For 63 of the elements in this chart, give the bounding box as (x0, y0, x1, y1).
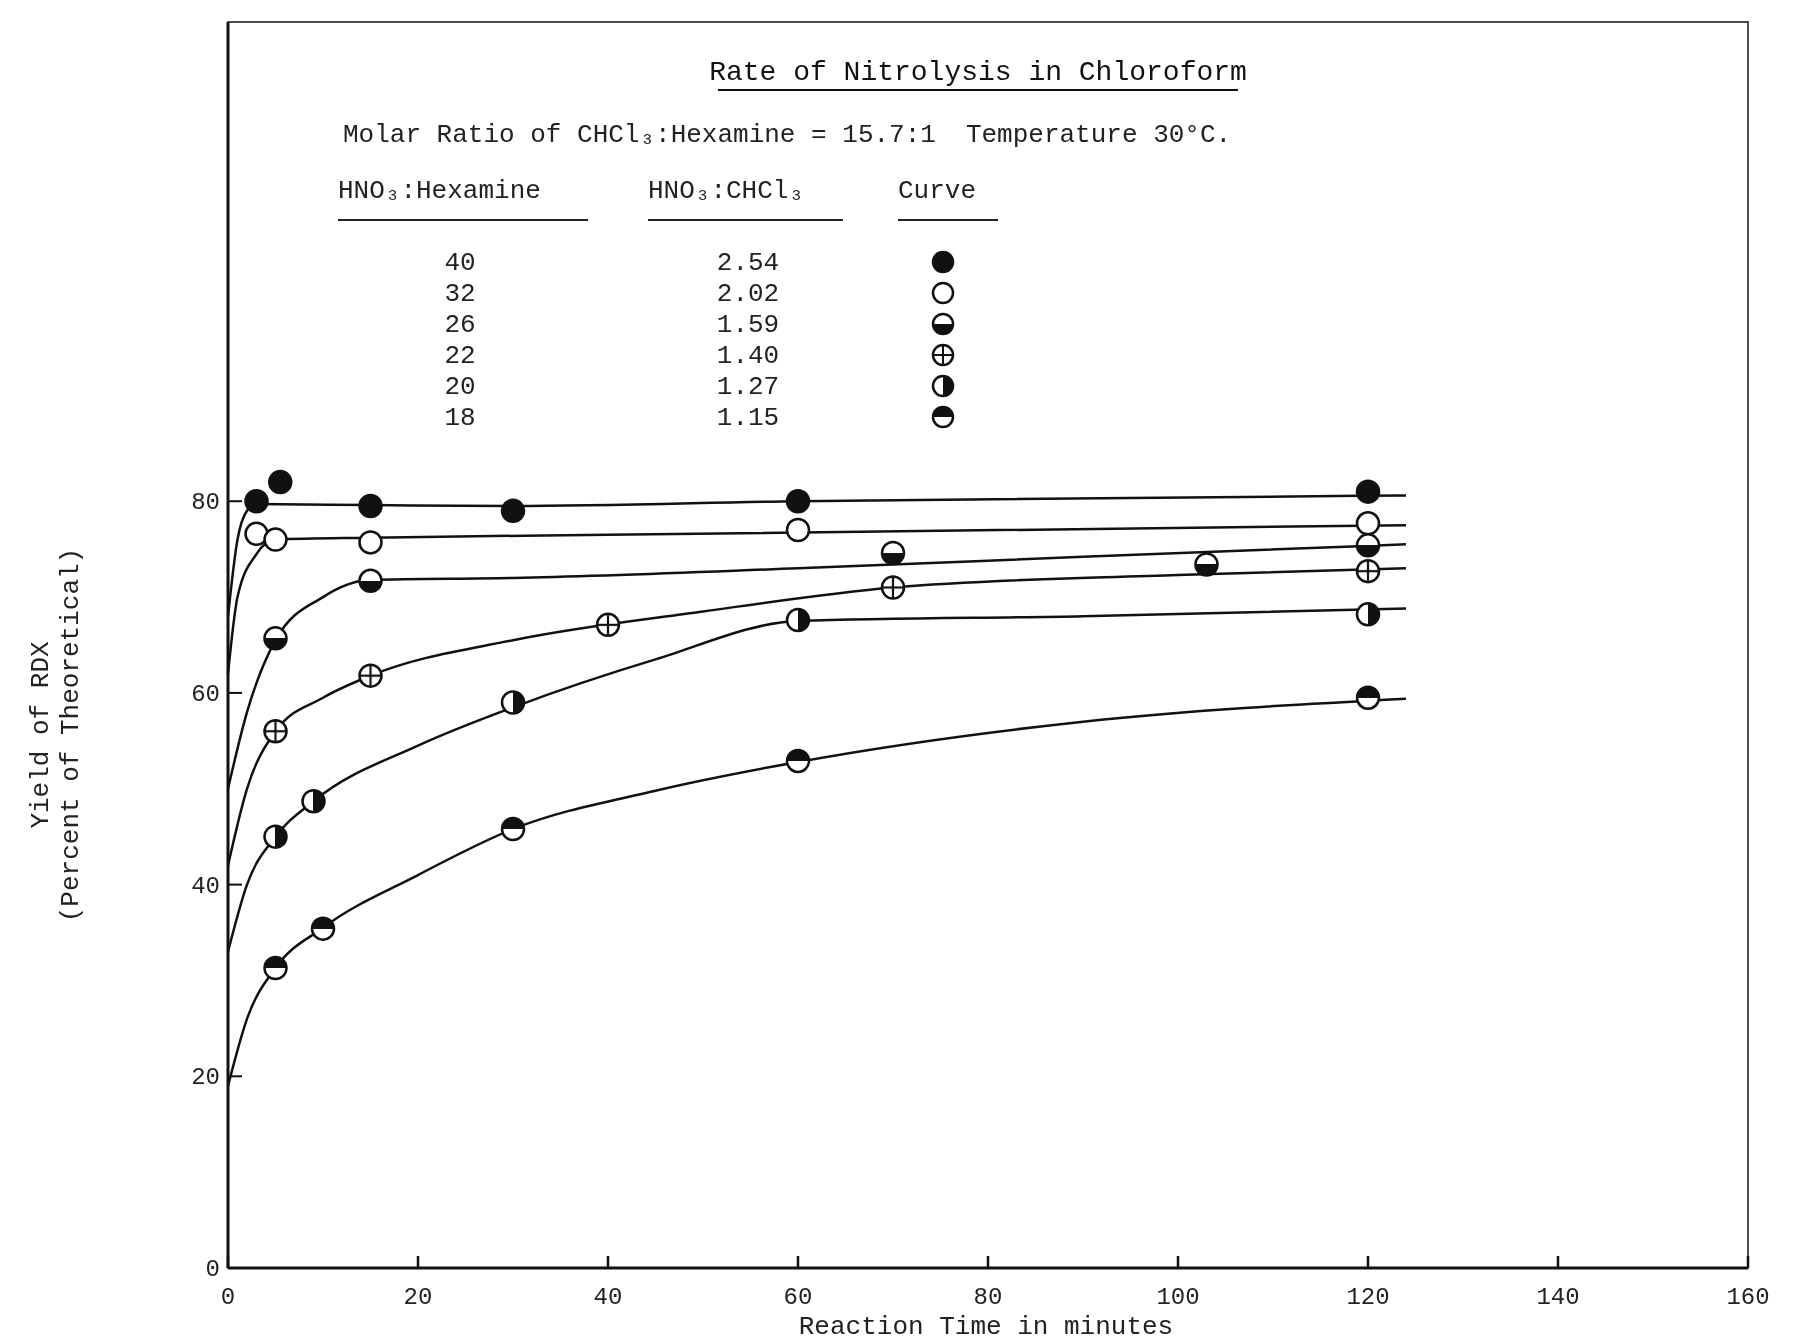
point (880, 540, 906, 566)
y-tick-label: 20 (191, 1064, 220, 1092)
point (500, 690, 526, 715)
y-tick-label: 60 (191, 680, 220, 708)
annotation: 2.02 (716, 279, 780, 309)
annotation: HNO₃:CHCl₃ (648, 176, 805, 206)
annotation: 40 (444, 248, 476, 278)
y-tick-label: 40 (191, 872, 220, 900)
y-tick-label: 80 (191, 489, 220, 517)
point (785, 607, 811, 633)
point (263, 719, 288, 744)
point (1194, 552, 1219, 577)
point (263, 955, 288, 981)
point (1355, 602, 1381, 627)
text: Rate of Nitrolysis in Chloroform (709, 57, 1247, 88)
point (358, 663, 383, 688)
x-tick-label: 20 (403, 1284, 433, 1311)
point (301, 788, 326, 814)
x-tick-label: 140 (1536, 1284, 1580, 1311)
point (785, 748, 811, 774)
annotation: 26 (444, 310, 476, 340)
annotation: 1.40 (716, 341, 780, 371)
point (263, 527, 288, 552)
annotation: 20 (444, 372, 476, 402)
x-axis-title: Reaction Time in minutes (798, 1312, 1174, 1342)
point (358, 568, 383, 594)
point (268, 469, 293, 495)
annotation: 1.15 (716, 403, 780, 433)
x-tick-label: 160 (1726, 1284, 1770, 1311)
annotation: 22 (444, 341, 476, 371)
annotation: 1.27 (716, 372, 780, 402)
text: Molar Ratio of CHCl₃:Hexamine = 15.7:1 Temperature 30°C. (343, 120, 1232, 150)
point (1355, 533, 1381, 558)
point (263, 824, 288, 849)
point (244, 521, 269, 547)
x-tick-label: 100 (1156, 1284, 1200, 1311)
x-tick-label: 80 (973, 1284, 1003, 1311)
y-axis-title: Yield of RDX (Percent of Theoretical) (26, 547, 86, 923)
x-tick-label: 60 (783, 1284, 813, 1311)
point (1355, 479, 1381, 504)
point (1355, 511, 1381, 536)
point (358, 530, 383, 555)
point (500, 498, 526, 524)
annotation: 18 (444, 403, 476, 433)
y-tick-label: 0 (205, 1256, 220, 1283)
point (880, 575, 906, 600)
point (244, 488, 269, 514)
point (785, 517, 811, 543)
point (358, 493, 383, 519)
point (310, 916, 336, 941)
point (500, 816, 526, 842)
x-tick-label: 120 (1346, 1284, 1390, 1311)
point (1355, 685, 1381, 710)
annotation: HNO₃:Hexamine (338, 176, 541, 206)
point (785, 488, 811, 514)
annotation: 2.54 (716, 248, 780, 278)
point (1355, 558, 1381, 584)
x-tick-label: 40 (593, 1284, 623, 1311)
point (263, 626, 288, 651)
annotation: Curve (898, 176, 977, 206)
annotation: 32 (444, 279, 476, 309)
point (595, 612, 621, 638)
annotation: 1.59 (716, 310, 780, 340)
